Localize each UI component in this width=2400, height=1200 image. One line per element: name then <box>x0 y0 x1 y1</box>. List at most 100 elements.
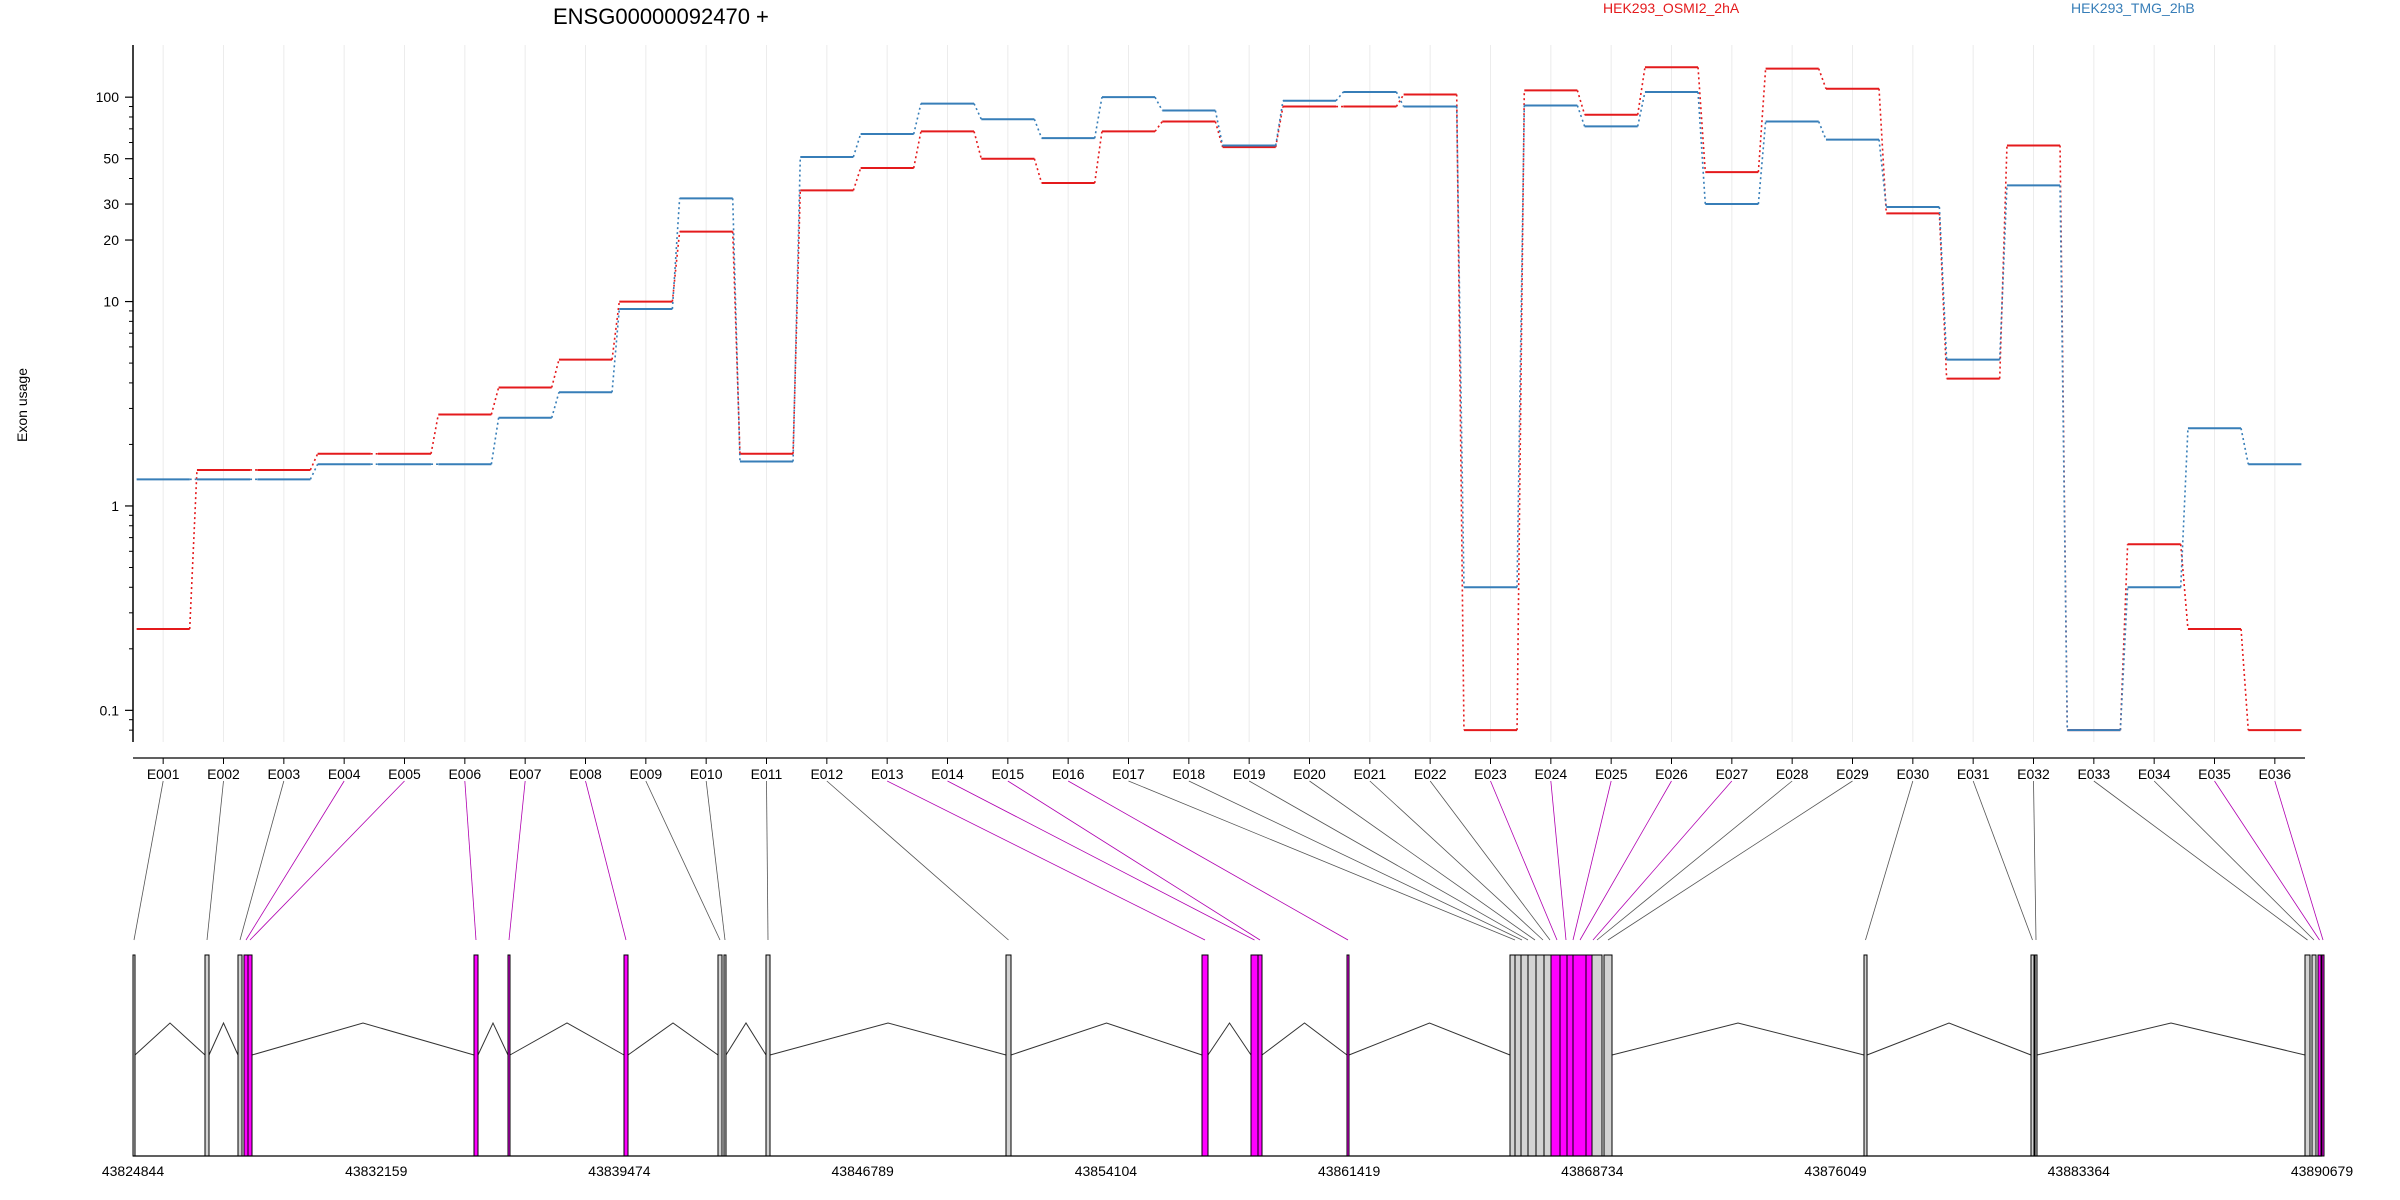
intron-line <box>509 1022 625 1056</box>
series-transition <box>1093 131 1103 184</box>
series-transition <box>2119 587 2129 731</box>
exon-connector <box>886 780 1206 941</box>
x-tick-label: E034 <box>2138 766 2171 782</box>
exon-box <box>1863 954 1868 1157</box>
exon-connector <box>1865 780 1914 941</box>
x-tick-label: E035 <box>2198 766 2231 782</box>
genomic-tick-label: 43861419 <box>1318 1163 1381 1179</box>
series-transition <box>2240 428 2250 465</box>
exon-box <box>1250 954 1259 1157</box>
series-transition <box>1576 90 1586 116</box>
exon-box <box>2317 954 2322 1157</box>
exon-connector <box>947 780 1255 941</box>
exon-box <box>2321 954 2325 1157</box>
exon-box <box>1005 954 1012 1157</box>
series-transition <box>1274 100 1284 146</box>
x-tick-label: E024 <box>1534 766 1567 782</box>
y-tick-label: 10 <box>103 294 119 310</box>
exon-box <box>1572 954 1588 1157</box>
y-tick-label: 30 <box>103 196 119 212</box>
series-transition <box>1697 91 1707 205</box>
x-tick-label: E022 <box>1414 766 1447 782</box>
x-tick-label: E030 <box>1896 766 1929 782</box>
exon-connector <box>2093 780 2308 941</box>
intron-line <box>725 1022 767 1056</box>
x-tick-label: E027 <box>1715 766 1748 782</box>
exon-connector <box>1248 780 1529 941</box>
exon-connector <box>1067 780 1349 941</box>
series-transition <box>1697 67 1707 173</box>
x-tick-label: E036 <box>2258 766 2291 782</box>
exon-connector <box>1550 780 1567 941</box>
x-tick-label: E010 <box>690 766 723 782</box>
genomic-tick-label: 43883364 <box>2048 1163 2111 1179</box>
series-transition <box>430 414 440 454</box>
exon-box <box>1603 954 1613 1157</box>
series-transition <box>1938 207 1948 360</box>
data-series <box>136 66 2302 732</box>
y-tick-label: 50 <box>103 151 119 167</box>
x-tick-label: E012 <box>810 766 843 782</box>
exon-connector <box>1188 780 1523 941</box>
exon-box <box>247 954 253 1157</box>
exon-connector <box>1607 780 1853 941</box>
exon-connector <box>1596 780 1793 941</box>
exon-connector <box>2214 780 2320 941</box>
series-transition <box>1395 94 1405 107</box>
exon-connector <box>508 780 526 941</box>
series-transition <box>1998 185 2008 360</box>
x-tick-label: E003 <box>267 766 300 782</box>
series-transition <box>1998 145 2008 379</box>
series-transition <box>1757 121 1767 205</box>
exon-connector <box>585 780 627 941</box>
series-transition <box>731 231 741 454</box>
series-transition <box>1214 110 1224 146</box>
intron-line <box>627 1022 719 1056</box>
x-tick-label: E011 <box>751 766 783 782</box>
series-transition <box>2179 428 2189 588</box>
series-transition <box>2119 544 2129 731</box>
x-tick-label: E026 <box>1655 766 1688 782</box>
exon-box <box>507 954 511 1157</box>
series-transition <box>1878 88 1888 214</box>
exon-connector <box>1429 780 1551 941</box>
genomic-tick-label: 43868734 <box>1561 1163 1624 1179</box>
exon-connector <box>2153 780 2315 941</box>
exon-connector <box>1572 780 1612 941</box>
series-transition <box>912 103 922 135</box>
series-transition <box>1817 121 1827 140</box>
exon-box <box>717 954 723 1157</box>
intron-line <box>2036 1022 2306 1056</box>
intron-line <box>1611 1022 1865 1056</box>
series-transition <box>792 190 802 454</box>
exon-connector <box>464 780 477 941</box>
exon-box <box>473 954 479 1157</box>
series-transition <box>2179 544 2189 630</box>
genomic-tick-label: 43832159 <box>345 1163 408 1179</box>
exon-connector <box>206 780 224 941</box>
series-transition <box>1033 118 1043 139</box>
exon-box <box>1591 954 1603 1157</box>
y-tick-label: 1 <box>111 498 119 514</box>
grid-lines <box>162 45 2276 742</box>
x-tick-label: E009 <box>629 766 662 782</box>
series-transition <box>1636 91 1646 127</box>
series-transition <box>1093 97 1103 139</box>
x-tick-label: E004 <box>328 766 361 782</box>
exon-connector <box>1309 780 1536 941</box>
series-transition <box>309 463 319 480</box>
series-transition <box>1274 106 1284 148</box>
axes: 0.1 1 10 20 30 50 100 E001 E002 E003 E004 E005 E006 E… <box>96 45 2305 782</box>
series-transition <box>490 417 500 465</box>
series-transition <box>1576 105 1586 127</box>
x-tick-label: E032 <box>2017 766 2050 782</box>
series-transition <box>1154 121 1163 132</box>
series-transition <box>1878 139 1888 208</box>
series-transition <box>912 131 922 169</box>
y-axis-label: Exon usage <box>14 368 30 442</box>
series-transition <box>1455 94 1465 731</box>
x-tick-label: E018 <box>1172 766 1205 782</box>
exon-box <box>1257 954 1263 1157</box>
